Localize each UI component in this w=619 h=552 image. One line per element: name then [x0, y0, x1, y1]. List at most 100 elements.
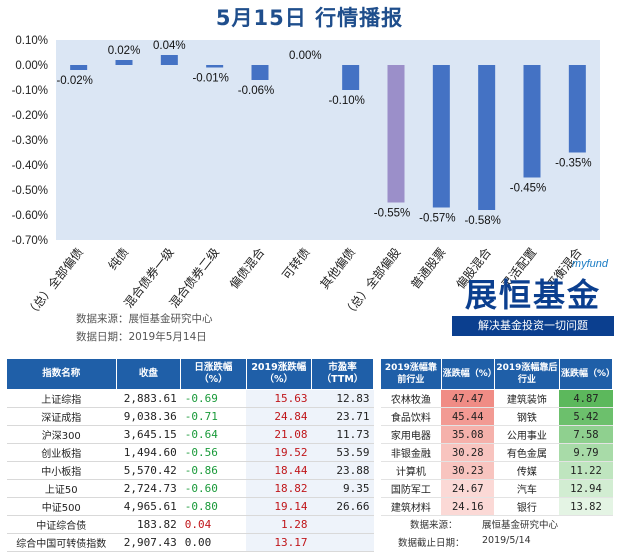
x-tick-label: 普通股票: [408, 245, 449, 291]
bar: [160, 55, 178, 65]
value-label: 0.02%: [108, 45, 141, 57]
value-labels: -0.02% 0.02% 0.04% -0.01% -0.06% 0.00% -0.10% -…: [56, 40, 591, 227]
index-daily-change: -0.71: [180, 407, 247, 426]
bottom-industry-name: 汽车: [494, 479, 560, 498]
logo-myfund: myfund: [571, 258, 608, 270]
bottom-industry-name: 银行: [494, 497, 560, 516]
top-industry-name: 计算机: [380, 461, 442, 480]
index-pe: [311, 533, 374, 552]
top-industry-name: 食品饮料: [380, 407, 442, 426]
top-industry-change: 47.47: [441, 389, 495, 408]
industry-row: 食品饮料 45.44 钢铁 5.42: [380, 407, 613, 426]
bar: [115, 60, 133, 65]
top-industry-change: 30.28: [441, 443, 495, 462]
index-pe: 53.59: [311, 443, 374, 462]
index-daily-change: -0.86: [180, 461, 247, 480]
bottom-industry-name: 公用事业: [494, 425, 560, 444]
top-industry-name: 农林牧渔: [380, 389, 442, 408]
index-row: 深证成指 9,038.36 -0.71 24.84 23.71: [6, 407, 374, 426]
header-top-change: 涨跌幅（%）: [440, 358, 497, 390]
top-industry-name: 家用电器: [380, 425, 442, 444]
bottom-industry-change: 5.42: [559, 407, 613, 426]
index-ytd-change: 13.17: [246, 533, 312, 552]
index-daily-change: 0.00: [180, 533, 247, 552]
industry-row: 建筑材料 24.16 银行 13.82: [380, 497, 613, 516]
index-name: 中小板指: [6, 461, 116, 480]
y-tick-label: -0.10%: [12, 85, 48, 97]
logo-brand: 展恒基金: [464, 276, 601, 314]
table-date-label: 数据截止日期：: [398, 538, 465, 549]
index-pe: 12.83: [311, 389, 374, 408]
value-label: -0.02%: [56, 75, 92, 87]
header-daily: 日涨跌幅（%）: [180, 358, 247, 390]
value-label: -0.57%: [419, 213, 455, 225]
index-name: 深证成指: [6, 407, 116, 426]
index-ytd-change: 24.84: [246, 407, 312, 426]
page-title: 5月15日 行情播报: [215, 6, 404, 30]
bar: [70, 65, 88, 70]
value-label: -0.55%: [374, 208, 410, 220]
industry-row: 家用电器 35.08 公用事业 7.58: [380, 425, 613, 444]
index-row: 创业板指 1,494.60 -0.56 19.52 53.59: [6, 443, 374, 462]
y-tick-label: -0.60%: [12, 210, 48, 222]
index-daily-change: -0.69: [180, 389, 247, 408]
index-row: 沪深300 3,645.15 -0.64 21.08 11.73: [6, 425, 374, 444]
top-industry-name: 建筑材料: [380, 497, 442, 516]
index-daily-change: -0.60: [180, 479, 247, 498]
y-tick-label: -0.20%: [12, 110, 48, 122]
index-pe: 23.88: [311, 461, 374, 480]
index-ytd-change: 19.52: [246, 443, 312, 462]
index-table: 指数名称 收盘 日涨跌幅（%） 2019涨跌幅（%） 市盈率（TTM） 上证综指…: [6, 358, 375, 552]
industry-table: 2019涨幅靠前行业 涨跌幅（%） 2019涨幅靠后行业 涨跌幅（%） 农林牧渔…: [380, 358, 615, 516]
bar: [387, 65, 405, 203]
table-date-value: 2019/5/14: [482, 535, 531, 546]
y-tick-label: 0.00%: [15, 60, 48, 72]
value-label: 0.00%: [289, 50, 322, 62]
header-top-industry: 2019涨幅靠前行业: [380, 358, 442, 390]
index-row: 上证综指 2,883.61 -0.69 15.63 12.83: [6, 389, 374, 408]
index-row: 上证50 2,724.73 -0.60 18.82 9.35: [6, 479, 374, 498]
index-daily-change: -0.56: [180, 443, 247, 462]
top-industry-change: 24.67: [441, 479, 495, 498]
brand-logo: myfund 展恒基金 解决基金投资一切问题: [452, 258, 614, 338]
bar-chart: 0.10% 0.00% -0.10% -0.20% -0.30% -0.40% -0.50%…: [12, 35, 600, 320]
index-close: 9,038.36: [116, 407, 181, 426]
index-row: 中小板指 5,570.42 -0.86 18.44 23.88: [6, 461, 374, 480]
chart-source: 数据来源：展恒基金研究中心: [76, 313, 213, 325]
bar: [478, 65, 496, 210]
header-name: 指数名称: [6, 358, 117, 390]
bottom-industry-name: 传媒: [494, 461, 560, 480]
index-ytd-change: 15.63: [246, 389, 312, 408]
index-name: 上证50: [6, 479, 116, 498]
bottom-industry-name: 钢铁: [494, 407, 560, 426]
bar: [342, 65, 360, 90]
index-name: 创业板指: [6, 443, 116, 462]
index-close: 2,907.43: [116, 533, 181, 552]
index-table-header: 指数名称 收盘 日涨跌幅（%） 2019涨跌幅（%） 市盈率（TTM）: [6, 358, 375, 390]
bar: [432, 65, 450, 208]
top-industry-change: 24.16: [441, 497, 495, 516]
bottom-industry-name: 建筑装饰: [494, 389, 560, 408]
index-name: 中证综合债: [6, 515, 116, 534]
index-pe: 26.66: [311, 497, 374, 516]
industry-table-header: 2019涨幅靠前行业 涨跌幅（%） 2019涨幅靠后行业 涨跌幅（%）: [380, 358, 615, 390]
top-industry-change: 35.08: [441, 425, 495, 444]
index-name: 沪深300: [6, 425, 116, 444]
index-row: 中证500 4,965.61 -0.80 19.14 26.66: [6, 497, 374, 516]
index-name: 综合中国可转债指数: [6, 533, 116, 552]
y-axis: 0.10% 0.00% -0.10% -0.20% -0.30% -0.40% -0.50%…: [12, 35, 48, 247]
value-label: -0.01%: [192, 73, 228, 85]
table-source-value: 展恒基金研究中心: [482, 520, 559, 531]
top-industry-change: 45.44: [441, 407, 495, 426]
value-label: -0.35%: [555, 158, 591, 170]
x-tick-label: （总）全部偏债: [22, 245, 86, 320]
index-daily-change: -0.80: [180, 497, 247, 516]
bar: [251, 65, 269, 80]
y-tick-label: -0.70%: [12, 235, 48, 247]
y-tick-label: -0.50%: [12, 185, 48, 197]
index-close: 4,965.61: [116, 497, 181, 516]
industry-row: 农林牧渔 47.47 建筑装饰 4.87: [380, 389, 613, 408]
x-tick-label: 偏债混合: [226, 245, 267, 292]
bottom-industry-change: 7.58: [559, 425, 613, 444]
index-close: 2,724.73: [116, 479, 181, 498]
